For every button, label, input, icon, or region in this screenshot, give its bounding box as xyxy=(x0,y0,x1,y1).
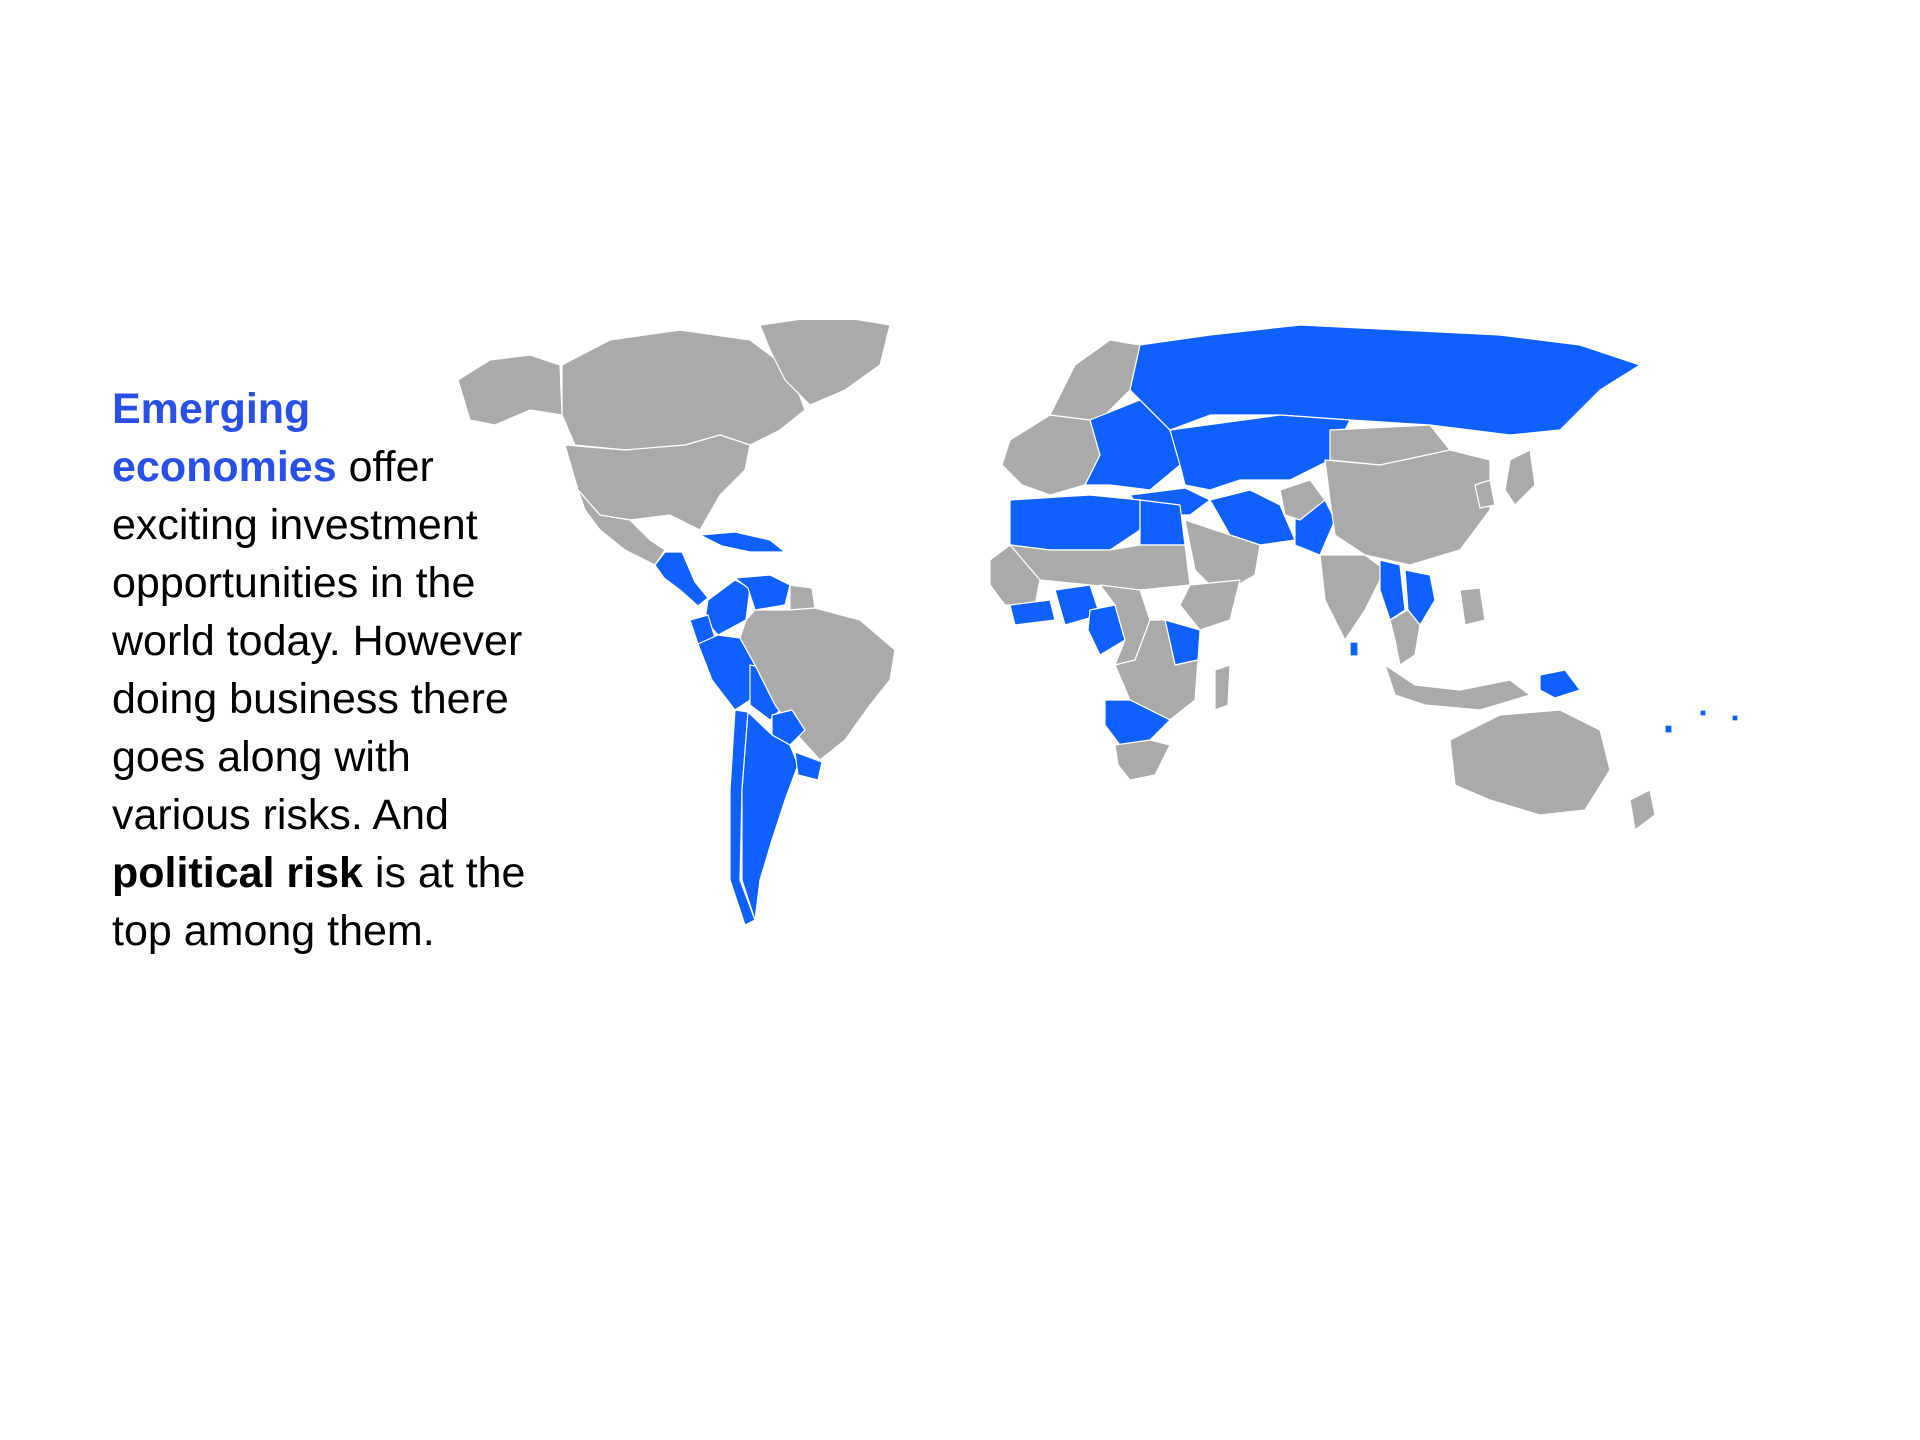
region-venezuela: Venezuela xyxy=(734,574,791,611)
region-new-zealand: New Zealand xyxy=(1629,789,1656,831)
region-madagascar: Madagascar xyxy=(1214,664,1231,711)
region-paraguay: Paraguay xyxy=(771,709,806,746)
region-namibia-botswana-zimbabwe: Namibia / Botswana / Zimbabwe xyxy=(1104,699,1171,746)
region-china: China xyxy=(1324,449,1491,566)
region-vietnam-laos-cambodia: Vietnam / Laos / Cambodia xyxy=(1404,569,1436,626)
region-alaska: Alaska xyxy=(457,354,563,426)
region-sri-lanka: Sri Lanka xyxy=(1349,641,1359,657)
body-text-part-2: is at the top among them. xyxy=(112,849,526,955)
slide-body-text: Emerging economies offer exciting invest… xyxy=(112,380,532,960)
region-egypt: Egypt xyxy=(1139,499,1186,546)
world-map-svg: CanadaAlaskaGreenlandUnited StatesMexico… xyxy=(457,320,1739,926)
region-argentina: Argentina xyxy=(741,711,799,921)
region-central-america: Central America xyxy=(654,551,709,607)
region-mexico: Mexico xyxy=(577,489,666,566)
region-brazil: Brazil xyxy=(739,607,896,761)
region-pacific-islands: Pacific Islands xyxy=(1664,709,1739,734)
region-south-africa: South Africa xyxy=(1114,739,1171,781)
political-bold: political xyxy=(112,849,275,897)
region-canada: Canada xyxy=(561,329,806,451)
region-papua-new-guinea: Papua New Guinea xyxy=(1539,669,1581,699)
region-afghanistan: Afghanistan xyxy=(1279,479,1326,521)
region-indonesia: Indonesia xyxy=(1384,664,1531,711)
region-india: India xyxy=(1319,554,1386,641)
region-central-asia: Central Asia xyxy=(1169,414,1351,491)
region-australia: Australia xyxy=(1449,709,1611,816)
region-korea: Korea xyxy=(1474,479,1496,509)
region-greenland: Greenland xyxy=(759,320,891,406)
region-caribbean: Caribbean xyxy=(699,531,786,553)
region-thailand-malaysia: Thailand / Malaysia xyxy=(1389,609,1421,666)
world-map: CanadaAlaskaGreenlandUnited StatesMexico… xyxy=(450,320,1900,1000)
region-philippines: Philippines xyxy=(1459,587,1486,626)
region-japan: Japan xyxy=(1504,449,1536,506)
region-sahel-sudan: Sahel & Sudan xyxy=(1009,544,1191,591)
region-western-europe: Western Europe xyxy=(1001,414,1101,496)
region-horn-of-africa: Horn of Africa xyxy=(1179,579,1241,631)
region-guyana: Guyana xyxy=(789,584,816,611)
region-cameroon-gabon: Cameroon / Gabon xyxy=(1087,604,1126,656)
region-myanmar: Myanmar xyxy=(1379,559,1406,621)
region-uruguay: Uruguay xyxy=(794,751,823,781)
region-cote-d-ivoire-ghana: Cote d'Ivoire / Ghana xyxy=(1009,599,1056,626)
body-text-part-1: offer exciting investment opportunities … xyxy=(112,443,523,839)
economies-highlight: economies xyxy=(112,443,337,491)
region-north-africa: North Africa xyxy=(1009,494,1141,551)
region-russia: Russia xyxy=(1129,324,1641,436)
region-arabian-peninsula: Arabian Peninsula xyxy=(1184,519,1261,596)
risk-bold: risk xyxy=(286,849,363,897)
emerging-highlight: Emerging xyxy=(112,385,311,433)
